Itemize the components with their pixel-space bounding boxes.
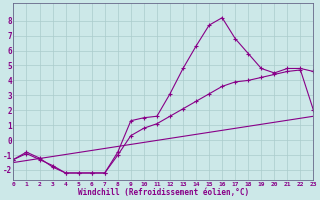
X-axis label: Windchill (Refroidissement éolien,°C): Windchill (Refroidissement éolien,°C): [78, 188, 249, 197]
